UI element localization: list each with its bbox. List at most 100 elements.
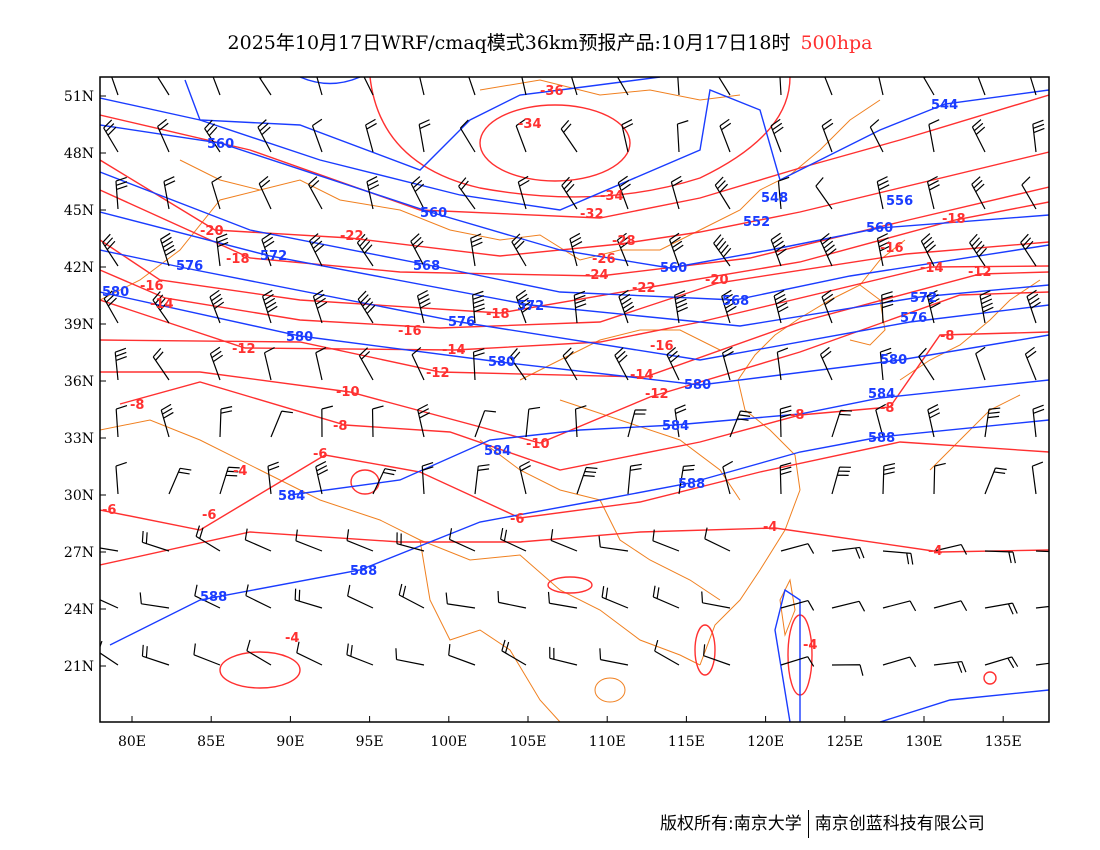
lon-label: 120E xyxy=(747,734,784,750)
wind-barb xyxy=(114,347,127,381)
temp-label: -34 xyxy=(518,117,542,132)
wind-barb xyxy=(417,403,430,438)
wind-barb xyxy=(209,346,224,381)
wind-barb xyxy=(831,466,851,495)
height-label: 584 xyxy=(868,387,895,402)
wind-barb xyxy=(770,118,784,153)
wind-barb xyxy=(459,119,476,153)
temp-label: -14 xyxy=(920,261,944,276)
wind-barb xyxy=(115,176,128,210)
wind-barb xyxy=(933,660,967,673)
wind-barb xyxy=(971,119,986,153)
wind-barb xyxy=(103,119,119,153)
lon-label: 80E xyxy=(118,734,146,750)
wind-barb xyxy=(714,176,731,210)
wind-barb xyxy=(831,409,852,438)
temp-label: -22 xyxy=(632,281,656,296)
wind-barb xyxy=(824,77,833,96)
temp-label: -12 xyxy=(426,366,450,381)
wind-barb xyxy=(713,234,732,267)
wind-barb xyxy=(262,289,278,324)
wind-barb xyxy=(1021,176,1037,210)
copyright: 版权所有:南京大学 南京创蓝科技有限公司 xyxy=(660,809,985,838)
wind-barb xyxy=(721,289,737,324)
wind-barb xyxy=(1031,461,1044,495)
wind-barb xyxy=(204,119,221,153)
axes: 51N 48N 45N 42N 39N 36N 33N 30N 27N 24N 21N 80E 85E 9… xyxy=(64,89,1022,750)
borders xyxy=(100,79,1041,722)
temp-label: -16 xyxy=(880,241,904,256)
wind-barb xyxy=(525,406,541,438)
wind-barb xyxy=(257,119,272,153)
wind-barb xyxy=(627,463,642,495)
temp-label: -20 xyxy=(705,273,729,288)
copyright-right: 南京创蓝科技有限公司 xyxy=(814,814,985,834)
wind-barb xyxy=(569,232,583,267)
wind-barb xyxy=(211,175,222,210)
wind-barb xyxy=(933,543,968,555)
wind-barb xyxy=(365,118,377,153)
wind-barb xyxy=(141,530,170,552)
lon-label: 125E xyxy=(826,734,863,750)
wind-barb xyxy=(562,347,578,381)
wind-barb xyxy=(267,461,280,495)
temp-label: -10 xyxy=(336,385,360,400)
temp-label: -36 xyxy=(540,84,564,99)
height-labels: 560 560 560 560 568 568 572 572 572 576 … xyxy=(102,98,958,605)
wind-barb xyxy=(321,405,333,438)
lon-label: 90E xyxy=(276,734,304,750)
temp-label: -8 xyxy=(940,329,954,344)
wind-barb xyxy=(312,289,328,324)
wind-barb xyxy=(296,641,323,666)
lon-label: 110E xyxy=(589,734,626,750)
wind-barb xyxy=(882,462,896,495)
wind-barb xyxy=(780,656,815,667)
height-label: 580 xyxy=(684,378,711,393)
wind-barb xyxy=(168,467,192,495)
wind-barb xyxy=(160,403,174,438)
temp-label: -18 xyxy=(486,307,510,322)
wind-barb xyxy=(474,464,490,495)
wind-barb xyxy=(773,289,789,324)
wind-barb xyxy=(194,584,221,609)
height-label: 548 xyxy=(761,191,788,206)
wind-barb xyxy=(670,175,683,210)
height-label: 572 xyxy=(517,299,544,314)
lat-label: 33N xyxy=(64,431,94,447)
wind-barb xyxy=(616,232,631,267)
wind-barb xyxy=(669,232,684,267)
wind-barb xyxy=(977,77,986,96)
wind-barb xyxy=(416,289,431,324)
height-contours xyxy=(100,77,1049,722)
wind-barb xyxy=(666,347,680,381)
wind-barb xyxy=(358,347,374,381)
wind-barb xyxy=(984,656,1019,669)
wind-barb xyxy=(193,643,221,666)
wind-barb xyxy=(1035,662,1049,666)
temp-label: -4 xyxy=(285,631,299,646)
wind-barb xyxy=(356,233,374,267)
wind-barb xyxy=(115,461,127,495)
wind-barb xyxy=(244,528,272,552)
lon-label: 105E xyxy=(510,734,547,750)
temp-label: -12 xyxy=(232,342,256,357)
lon-label: 100E xyxy=(430,734,467,750)
wind-barb xyxy=(678,464,695,495)
height-label: 556 xyxy=(886,194,913,209)
wind-barb xyxy=(100,599,119,609)
wind-barb xyxy=(448,644,476,666)
wind-barb xyxy=(519,460,531,495)
height-label: 572 xyxy=(260,249,287,264)
wind-barb xyxy=(652,529,680,552)
pressure-level: 500hpa xyxy=(800,32,873,54)
wind-barb xyxy=(346,643,374,666)
wind-barb xyxy=(1035,550,1049,553)
wind-barb xyxy=(1024,346,1037,381)
wind-barb xyxy=(599,648,629,666)
wind-barb xyxy=(315,460,329,495)
wind-barb xyxy=(574,405,587,438)
wind-barb xyxy=(984,407,1001,438)
wind-barb xyxy=(674,290,688,324)
wind-barb xyxy=(501,639,527,666)
